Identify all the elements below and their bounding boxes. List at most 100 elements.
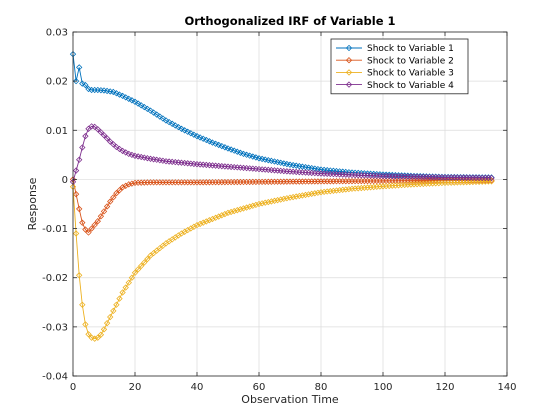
x-tick-label: 0: [70, 382, 76, 393]
legend-swatch-marker: [345, 44, 353, 52]
data-point: [122, 94, 129, 101]
data-point: [162, 117, 170, 124]
data-point: [79, 144, 86, 151]
data-point: [119, 289, 126, 296]
data-point: [209, 139, 216, 146]
chart-title: Orthogonalized IRF of Variable 1: [184, 14, 395, 28]
y-tick-label: 0.01: [46, 126, 68, 137]
data-point: [156, 113, 163, 120]
y-tick-label: -0.04: [42, 372, 68, 383]
data-point: [97, 331, 105, 338]
x-tick-label: 20: [129, 382, 142, 393]
data-point: [88, 334, 95, 341]
legend-label: Shock to Variable 3: [367, 69, 454, 79]
data-point: [224, 209, 232, 217]
data-point: [215, 141, 222, 149]
data-point: [116, 91, 123, 98]
data-point: [100, 132, 108, 139]
data-point: [327, 188, 334, 195]
data-point: [116, 187, 123, 194]
data-point: [116, 295, 123, 302]
data-point: [76, 205, 83, 213]
x-tick-label: 80: [315, 382, 328, 393]
data-point: [76, 272, 83, 279]
data-point: [488, 178, 495, 185]
data-point: [361, 184, 368, 191]
data-point: [85, 85, 92, 93]
data-point: [138, 262, 145, 270]
data-point: [249, 202, 256, 209]
data-point: [320, 188, 328, 196]
legend-label: Shock to Variable 2: [367, 56, 454, 66]
data-point: [134, 100, 142, 107]
data-point: [345, 185, 353, 193]
data-point: [144, 255, 151, 263]
data-point: [373, 183, 380, 190]
data-point: [97, 213, 105, 220]
data-point: [122, 149, 129, 156]
data-point: [342, 186, 349, 193]
data-point: [193, 221, 201, 229]
x-tick-label: 140: [497, 382, 516, 393]
legend-swatch-marker: [345, 69, 353, 76]
data-point: [308, 190, 315, 197]
data-point: [91, 123, 98, 131]
data-point: [317, 189, 325, 196]
data-point: [100, 208, 108, 215]
data-point: [85, 229, 92, 236]
data-point: [79, 80, 86, 87]
data-point: [336, 186, 343, 194]
series-2: [69, 176, 495, 236]
data-point: [286, 194, 294, 201]
series-3: [69, 178, 495, 342]
data-point: [85, 331, 92, 338]
data-point: [178, 125, 185, 132]
data-point: [218, 212, 225, 219]
data-point: [370, 183, 377, 191]
y-tick-label: 0: [62, 175, 68, 186]
legend-item: Shock to Variable 4: [336, 81, 454, 91]
data-point: [165, 118, 173, 126]
legend-label: Shock to Variable 1: [367, 44, 454, 54]
y-tick-label: 0.03: [46, 28, 68, 39]
data-point: [187, 130, 194, 137]
data-point: [150, 109, 157, 116]
series-line: [72, 125, 492, 183]
x-tick-label: 60: [253, 382, 266, 393]
data-point: [240, 205, 247, 212]
data-point: [252, 201, 260, 209]
x-axis-label: Observation Time: [241, 393, 339, 406]
data-point: [113, 90, 120, 97]
data-point: [79, 301, 86, 308]
data-point: [364, 184, 371, 191]
data-point: [231, 147, 238, 154]
data-point: [125, 150, 132, 158]
data-point: [94, 126, 101, 133]
data-point: [128, 151, 136, 159]
data-point: [103, 320, 111, 327]
data-point: [153, 111, 160, 118]
plot-frame: [72, 31, 508, 377]
data-point: [193, 133, 201, 140]
data-point: [227, 146, 235, 153]
data-point: [94, 334, 101, 341]
data-point: [91, 335, 98, 342]
data-point: [274, 197, 281, 204]
data-point: [209, 215, 216, 223]
y-tick-label: -0.02: [42, 273, 68, 284]
data-point: [119, 147, 126, 155]
data-point: [128, 180, 136, 187]
legend-item: Shock to Variable 2: [336, 56, 454, 66]
legend-swatch-marker: [345, 81, 353, 88]
data-point: [488, 174, 495, 182]
data-point: [262, 199, 269, 206]
data-point: [122, 182, 129, 189]
legend-swatch-marker: [345, 57, 353, 64]
data-point: [206, 138, 213, 145]
data-point: [159, 115, 167, 122]
series-4: [69, 123, 495, 186]
data-point: [119, 184, 126, 191]
data-point: [134, 266, 142, 273]
data-point: [237, 206, 244, 213]
